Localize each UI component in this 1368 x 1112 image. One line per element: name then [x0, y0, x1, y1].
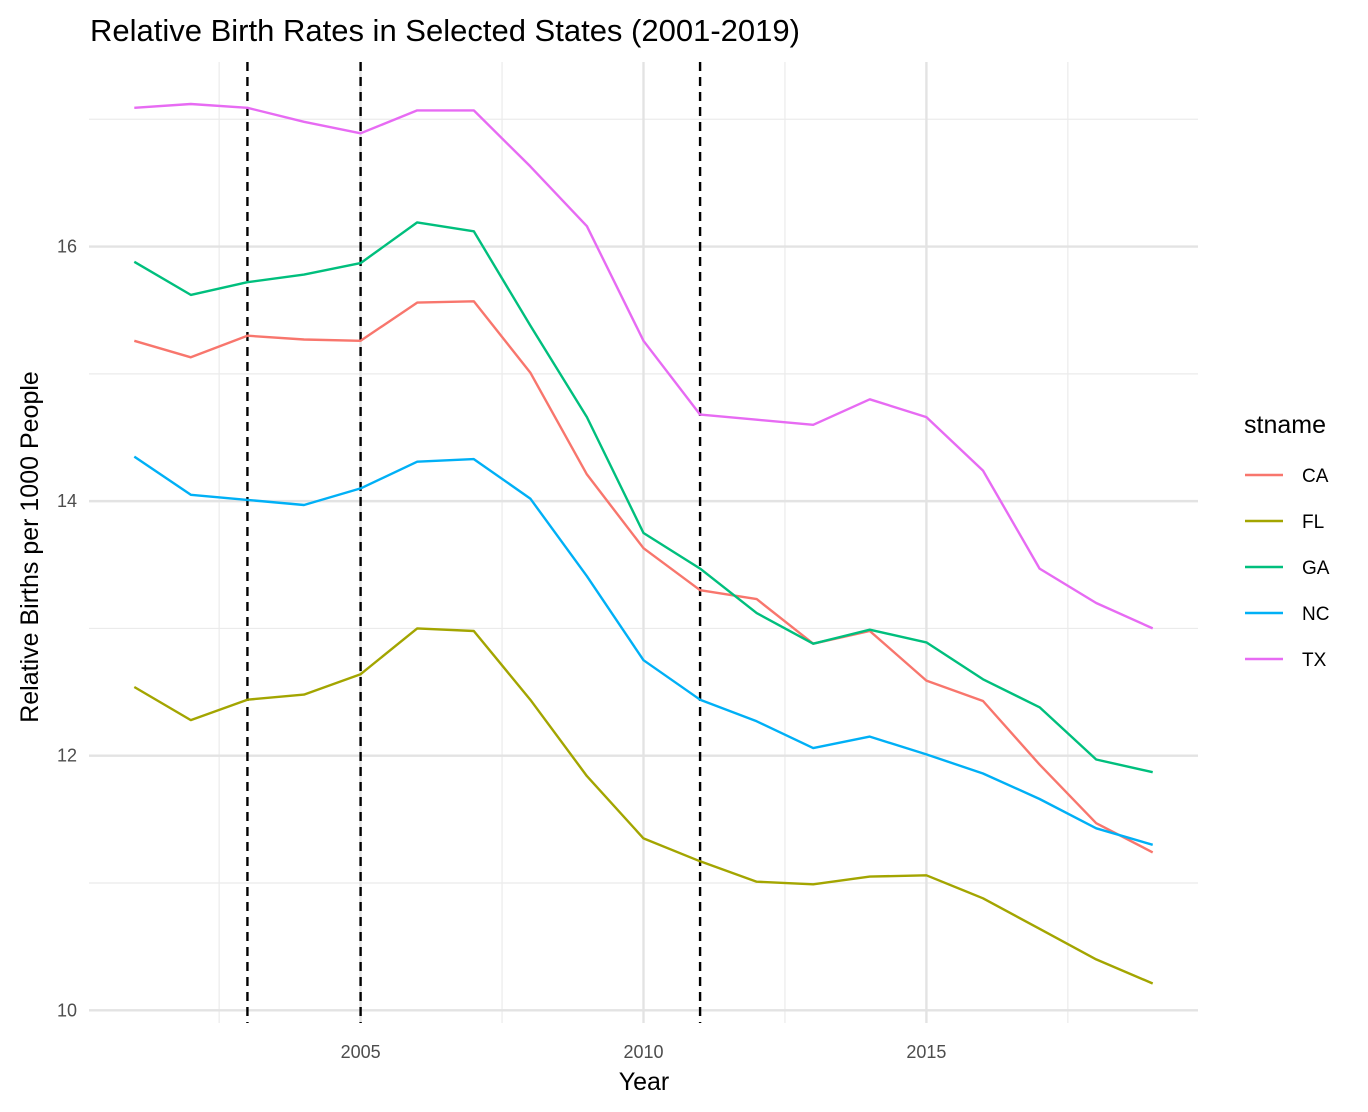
legend-label-ga: GA	[1302, 558, 1330, 579]
legend-label-nc: NC	[1302, 604, 1329, 625]
series-line-fl	[133, 627, 1154, 985]
x-axis-title: Year	[619, 1068, 670, 1096]
series-line-ca	[133, 300, 1154, 854]
series-line-nc	[133, 455, 1154, 846]
series-line-ga	[133, 221, 1153, 774]
x-axis-ticks: 2005 2010 2015	[341, 1042, 947, 1062]
series-lines	[133, 102, 1154, 985]
x-tick-label: 2005	[341, 1042, 381, 1062]
y-tick-label: 14	[57, 491, 77, 511]
y-tick-label: 16	[57, 237, 77, 257]
y-axis-ticks: 10 12 14 16	[57, 237, 77, 1021]
legend-label-fl: FL	[1302, 512, 1324, 533]
y-tick-label: 12	[57, 746, 77, 766]
legend-title: stname	[1244, 411, 1326, 439]
x-tick-label: 2015	[906, 1042, 946, 1062]
reference-lines	[246, 62, 702, 1023]
series-line-tx	[134, 102, 1154, 630]
y-tick-label: 10	[57, 1000, 77, 1020]
legend-label-ca: CA	[1302, 466, 1329, 487]
y-axis-title: Relative Births per 1000 People	[16, 371, 44, 723]
legend: stname CA FL GA NC TX	[1244, 411, 1330, 671]
x-tick-label: 2010	[623, 1042, 663, 1062]
chart-title: Relative Birth Rates in Selected States …	[90, 13, 800, 48]
major-gridlines	[89, 62, 1198, 1023]
legend-label-tx: TX	[1302, 650, 1327, 671]
